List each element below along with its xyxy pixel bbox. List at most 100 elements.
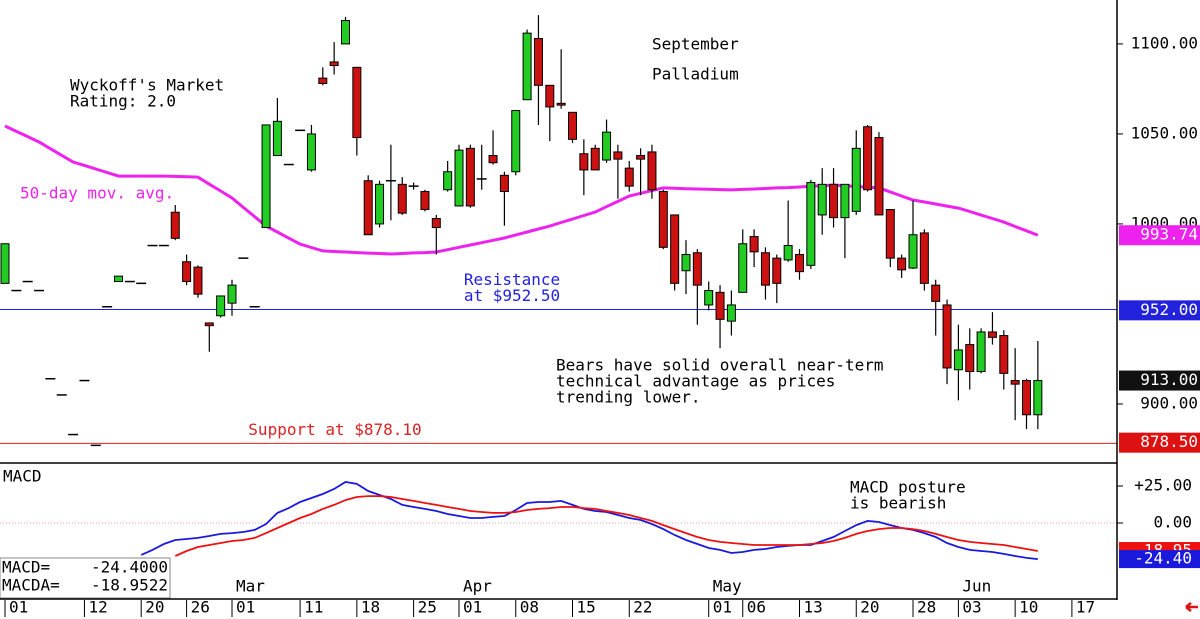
legend-name: MACDA=	[2, 576, 60, 595]
x-tick-label: 11	[304, 598, 323, 617]
x-tick-label: 20	[145, 598, 164, 617]
y-tick-label: 900.00	[1140, 393, 1198, 412]
candle-body	[511, 110, 521, 173]
candle-body	[204, 322, 214, 327]
candle-body	[908, 234, 918, 269]
macd-tag	[1119, 550, 1200, 569]
candle-body	[953, 349, 963, 371]
candle-body	[704, 290, 714, 306]
x-tick-label: 26	[191, 598, 210, 617]
x-tick-label: 28	[917, 598, 936, 617]
price-tag	[1119, 432, 1200, 453]
candle-body	[613, 151, 623, 160]
candle-body	[885, 209, 895, 259]
macd-y-tick-label: +25.00	[1134, 476, 1192, 495]
candle-body	[840, 183, 850, 219]
candle-body	[726, 304, 736, 322]
candle-body	[931, 284, 941, 302]
candle-body	[749, 236, 759, 253]
legend-value: -18.9522	[91, 576, 168, 595]
candle-body	[375, 183, 385, 225]
price-tag-label: 952.00	[1140, 300, 1198, 319]
candle-body	[1010, 380, 1020, 385]
candle-body	[590, 147, 600, 171]
candle-body	[306, 133, 316, 171]
candle-body	[942, 304, 952, 369]
level-label: Resistance	[464, 270, 560, 289]
candle-body	[636, 155, 646, 160]
candle-body	[170, 211, 180, 239]
candle-body	[488, 155, 498, 164]
candle-body	[987, 331, 997, 338]
candle-body	[522, 32, 532, 101]
macd-annotation: is bearish	[850, 494, 946, 513]
candle-body	[806, 182, 816, 266]
scroll-arrow	[1185, 602, 1198, 612]
macd-title: MACD	[3, 467, 42, 486]
annotation: Bears have solid overall near-term	[556, 356, 884, 375]
candle-body	[897, 257, 907, 271]
candle-body	[783, 245, 793, 261]
candle-body	[556, 102, 566, 106]
candle-body	[114, 275, 123, 283]
month-label: Mar	[236, 577, 265, 596]
marks-layer	[0, 15, 1043, 560]
x-tick-label: 18	[361, 598, 380, 617]
candle-body	[261, 124, 271, 229]
level-label: at $952.50	[464, 286, 560, 305]
candle-body	[318, 77, 328, 85]
month-label: Apr	[463, 577, 492, 596]
candle-body	[182, 261, 192, 283]
candle-body	[670, 214, 680, 284]
chart-title: Palladium	[652, 65, 739, 84]
x-tick-label: 20	[860, 598, 879, 617]
candle-body	[0, 243, 10, 284]
x-tick-label: 10	[1019, 598, 1038, 617]
candle-body	[272, 120, 282, 157]
x-tick-label: 01	[463, 598, 482, 617]
price-tag	[1119, 225, 1200, 246]
x-tick-label: 25	[418, 598, 437, 617]
grid-layer	[0, 43, 1123, 617]
candle-body	[431, 218, 441, 229]
candle-body	[579, 153, 589, 171]
candle-body	[738, 243, 748, 293]
x-tick-label: 13	[804, 598, 823, 617]
price-tag	[1119, 300, 1200, 321]
candle-body	[999, 335, 1009, 374]
chart-title: September	[652, 35, 739, 54]
candle-body	[624, 167, 634, 187]
candle-body	[420, 191, 430, 211]
candle-body	[352, 66, 362, 139]
candle-body	[647, 151, 657, 191]
macd-annotation: MACD posture	[850, 478, 966, 497]
candle-body	[602, 131, 612, 161]
candle-body	[760, 252, 770, 286]
candle-body	[692, 252, 702, 286]
macd-y-tick-label: 0.00	[1153, 512, 1192, 531]
candle-body	[193, 266, 203, 295]
candle-body	[329, 61, 339, 67]
candle-body	[874, 137, 884, 216]
month-label: Jun	[962, 577, 991, 596]
y-tick-label: 1050.00	[1131, 123, 1198, 142]
month-label: May	[713, 577, 742, 596]
x-tick-label: 03	[962, 598, 981, 617]
candle-body	[443, 171, 453, 191]
moving-average-label: 50-day mov. avg.	[20, 184, 174, 203]
candle-body	[863, 126, 873, 191]
candle-body	[1022, 380, 1031, 416]
x-tick-label: 17	[1076, 598, 1095, 617]
legend-box	[0, 557, 171, 599]
candle-body	[976, 331, 986, 373]
annotation: technical advantage as prices	[556, 372, 835, 391]
rating-label: Wyckoff's Market	[70, 76, 224, 95]
candle-body	[817, 183, 827, 216]
candle-body	[658, 191, 668, 248]
price-tag	[1119, 370, 1200, 391]
candle-body	[454, 149, 464, 207]
y-tick-label: 1100.00	[1131, 33, 1198, 52]
labels-layer: 1100.001050.001000.00900.00Resistanceat …	[0, 33, 1200, 617]
x-tick-label: 01	[9, 598, 28, 617]
